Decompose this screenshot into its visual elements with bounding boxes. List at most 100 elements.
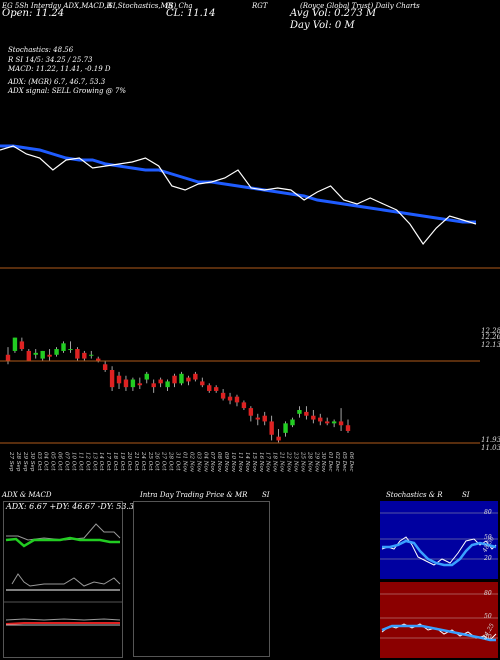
price-tick-low-a: 11.93 <box>481 436 500 444</box>
candle-body <box>297 410 302 414</box>
main-chart: 27 Sep 28 Sep 29 Sep 30 Sep 03 Oct 04 Oct 05 O… <box>0 144 500 473</box>
candle-body <box>262 415 267 422</box>
candle-body <box>290 419 295 426</box>
date-axis: 27 Sep 28 Sep 29 Sep 30 Sep 03 Oct 04 Oct 05 O… <box>8 451 354 473</box>
price-tick-top-a: 12.28 <box>481 327 500 335</box>
rsi-panel: 80 50 20 34.25 <box>380 582 498 658</box>
date-tick-label: 01 Dec <box>327 452 333 472</box>
stoch-tick-20: 20 <box>484 555 492 562</box>
price-tick-low-b: 11.03 <box>481 444 500 452</box>
date-tick-label: 28 Sep <box>15 451 21 472</box>
date-tick-label: 07 Nov <box>209 452 215 473</box>
candle-body <box>311 415 316 420</box>
candle-body <box>33 352 38 355</box>
adx-readout: ADX: (MGR) 6.7, 46.7, 53.3 <box>8 78 106 86</box>
candle-body <box>186 377 191 382</box>
candle-body <box>338 421 344 426</box>
date-tick-label: 09 Nov <box>223 452 229 473</box>
candle-body <box>47 354 52 357</box>
date-tick-label: 04 Nov <box>202 452 208 473</box>
candle-body <box>345 425 351 431</box>
candle-body <box>234 396 240 403</box>
candle-body <box>54 349 59 355</box>
date-tick-label: 25 Nov <box>299 451 305 473</box>
rsi-readout: R SI 14/5: 34.25 / 25.73 <box>8 56 93 64</box>
adx-plus-di-line <box>5 536 120 548</box>
adx-minus-di-line <box>11 573 121 587</box>
date-tick-label: 16 Nov <box>258 452 264 473</box>
candle-body <box>200 381 205 386</box>
date-tick-label: 03 Oct <box>36 452 42 471</box>
date-tick-label: 11 Oct <box>77 452 83 471</box>
candle-body <box>158 379 163 384</box>
candle-body <box>89 354 94 356</box>
date-tick-label: 11 Nov <box>237 452 243 473</box>
candle-body <box>137 383 143 386</box>
candle-body <box>12 337 18 351</box>
date-tick-label: 28 Oct <box>168 451 174 471</box>
macd-line <box>5 618 121 621</box>
candle-body <box>109 370 115 388</box>
date-tick-label: 18 Nov <box>272 452 278 473</box>
candle-body <box>276 436 281 441</box>
open-price: Open: 11.24 <box>2 8 65 19</box>
date-tick-label: 30 Nov <box>320 452 326 473</box>
candle-body <box>61 343 66 351</box>
date-tick-label: 06 Dec <box>348 452 354 472</box>
candle-body <box>19 341 25 350</box>
candle-body <box>331 421 337 424</box>
avg-volume: Avg Vol: 0.273 M <box>290 8 377 19</box>
header-ticker: RGT <box>252 2 268 10</box>
rsi-tick-50: 50 <box>484 613 492 620</box>
intraday-panel-title: Intra Day Trading Price & MR <box>140 491 248 499</box>
date-tick-label: 03 Nov <box>195 452 201 473</box>
date-tick-label: 10 Oct <box>70 452 76 471</box>
date-tick-label: 06 Oct <box>57 452 63 471</box>
date-tick-label: 20 Oct <box>126 451 132 471</box>
date-tick-label: 05 Oct <box>50 452 56 471</box>
candle-body <box>248 408 254 416</box>
price-line-chart <box>0 144 477 246</box>
stoch-d-line <box>382 539 497 567</box>
date-tick-label: 27 Oct <box>161 451 167 471</box>
candle-body <box>165 381 170 388</box>
macd-readout: MACD: 11.22, 11.41, -0.19 D <box>8 65 111 73</box>
date-tick-label: 21 Oct <box>133 451 139 471</box>
date-tick-label: 13 Oct <box>91 452 97 471</box>
candle-body <box>213 387 219 391</box>
candle-body <box>179 373 184 384</box>
date-tick-label: 22 Nov <box>286 451 292 473</box>
rsi-tick-20: 20 <box>484 634 492 641</box>
candle-body <box>151 383 156 388</box>
candle-body <box>220 392 226 399</box>
stoch-panel-title: Stochastics & R <box>386 491 443 499</box>
candle-body <box>130 379 136 388</box>
candle-body <box>324 421 330 424</box>
adx-values-label: ADX: 6.67 +DY: 46.67 -DY: 53.33 <box>6 502 140 511</box>
date-tick-label: 14 Oct <box>98 452 104 471</box>
adx-di-line <box>6 523 121 541</box>
date-tick-label: 01 Nov <box>181 452 187 473</box>
header-title-right: (Royce Global Trust) Daily Charts <box>300 2 420 10</box>
candle-body <box>144 373 149 380</box>
candle-body <box>283 423 288 433</box>
header-title-mid: SI,Stochastics,MR <box>108 2 174 10</box>
stoch-k-line <box>381 536 497 566</box>
header-title-c: (S) Cha <box>166 2 193 10</box>
price-tick-top-b: 12.26 <box>481 333 500 341</box>
adx-panel-title: ADX & MACD <box>2 491 52 499</box>
date-tick-label: 12 Oct <box>84 452 90 471</box>
macd-signal-line <box>5 622 120 625</box>
date-tick-label: 23 Nov <box>292 451 298 473</box>
candle-body <box>241 402 247 409</box>
candle-body <box>102 364 108 370</box>
candle-body <box>269 421 274 435</box>
stochastics-readout: Stochastics: 48.56 <box>8 46 74 54</box>
date-tick-label: 02 Nov <box>188 452 194 473</box>
candle-body <box>207 385 212 391</box>
date-tick-label: 29 Sep <box>22 451 28 472</box>
candle-body <box>40 350 45 359</box>
date-tick-label: 17 Nov <box>265 452 271 473</box>
date-tick-label: 19 Oct <box>119 452 125 471</box>
stoch-tick-50: 50 <box>484 534 492 541</box>
